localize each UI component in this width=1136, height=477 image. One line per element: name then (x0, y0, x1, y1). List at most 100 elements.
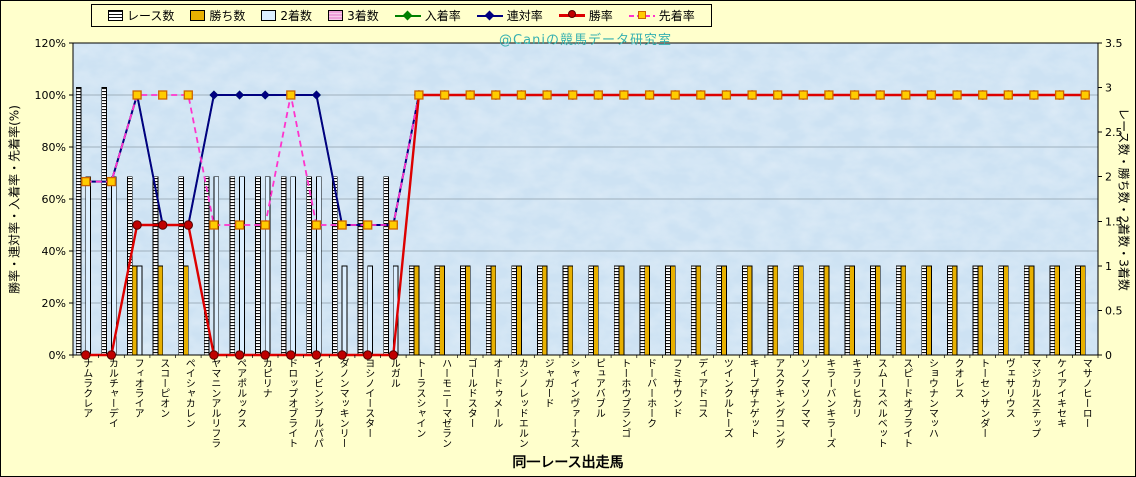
bar-races (998, 265, 1004, 356)
marker-win_rate (260, 350, 270, 360)
legend-label-win-rate: 勝率 (588, 9, 613, 23)
marker-top2_rate (235, 90, 245, 100)
bar-wins (490, 265, 497, 356)
left-tick-label: 0% (49, 349, 66, 362)
legend-item-win-rate: 勝率 (558, 7, 613, 24)
bar-wins (849, 265, 855, 356)
bar-wins (567, 265, 574, 356)
bar-seconds (290, 176, 296, 356)
legend: レース数 勝ち数 2着数 3着数 入着率 連対率 勝率 先着率 (91, 4, 712, 27)
bar-races (972, 265, 979, 356)
watermark: @Caniの競馬データ研究室 (499, 33, 672, 48)
bar-races (460, 265, 466, 356)
marker-win_rate (337, 350, 347, 360)
thirds-bar-swatch-icon (328, 10, 344, 21)
legend-item-ahead-rate: 先着率 (628, 7, 695, 24)
wins-bar-swatch-icon (190, 10, 206, 21)
marker-ahead_rate (1054, 90, 1065, 100)
marker-win_rate (234, 350, 245, 360)
marker-win_rate (158, 220, 168, 230)
marker-ahead_rate (183, 90, 193, 100)
bar-races (921, 265, 927, 356)
right-tick-label: 0 (1105, 349, 1112, 362)
bar-races (152, 176, 159, 356)
bar-wins (439, 265, 445, 356)
bar-races (639, 265, 646, 356)
bar-races (870, 265, 876, 356)
marker-win_rate (209, 350, 219, 360)
bar-races (1049, 265, 1056, 356)
right-axis-title: レース数・勝ち数・2着数・3着数 (1116, 108, 1131, 291)
marker-ahead_rate (542, 90, 552, 100)
right-tick-label: 0.5 (1105, 304, 1123, 317)
legend-item-top2-rate: 連対率 (476, 7, 543, 24)
bar-races (511, 265, 517, 356)
marker-ahead_rate (388, 220, 398, 230)
bar-seconds (315, 176, 322, 356)
legend-label-thirds: 3着数 (347, 9, 379, 23)
marker-ahead_rate (363, 220, 373, 230)
marker-ahead_rate (1080, 90, 1090, 100)
marker-win_rate (81, 350, 91, 360)
marker-ahead_rate (644, 90, 655, 100)
bar-wins (695, 265, 702, 356)
legend-item-thirds: 3着数 (328, 7, 379, 24)
bar-races (75, 87, 82, 356)
bar-seconds (213, 176, 220, 356)
marker-win_rate (311, 350, 322, 360)
left-axis-title: 勝率・連対率・入着率・先着率(%) (7, 105, 22, 294)
marker-ahead_rate (1029, 90, 1039, 100)
bar-wins (670, 265, 676, 356)
bar-races (306, 176, 312, 356)
right-tick-label: 3 (1105, 82, 1112, 95)
bar-seconds (367, 265, 373, 356)
marker-ahead_rate (798, 90, 808, 100)
marker-win_rate (286, 350, 296, 360)
right-tick-label: 1.5 (1105, 215, 1123, 228)
bar-races (434, 265, 441, 356)
marker-ahead_rate (773, 90, 783, 100)
bar-races (690, 265, 697, 356)
x-axis-title: 同一レース出走馬 (512, 455, 624, 471)
bar-wins (823, 265, 830, 356)
races-bar-swatch-icon (108, 10, 123, 21)
bar-wins (516, 265, 522, 356)
bar-seconds (239, 176, 245, 356)
bar-races (383, 176, 389, 356)
marker-ahead_rate (875, 90, 885, 100)
marker-ahead_rate (337, 220, 347, 230)
bar-races (332, 176, 338, 356)
bar-races (793, 265, 799, 356)
marker-win_rate (132, 220, 142, 230)
bar-races (767, 265, 774, 356)
left-tick-label: 60% (42, 193, 66, 206)
bar-races (101, 87, 108, 356)
bar-races (818, 265, 825, 356)
bar-wins (131, 265, 138, 356)
legend-item-races: レース数 (108, 7, 174, 24)
seconds-bar-swatch-icon (261, 10, 277, 21)
bar-seconds (85, 176, 92, 356)
legend-label-races: レース数 (127, 9, 175, 23)
bar-races (408, 265, 415, 356)
bar-races (742, 265, 748, 356)
bar-races (1075, 265, 1081, 356)
marker-ahead_rate (593, 90, 603, 100)
marker-ahead_rate (747, 90, 757, 100)
marker-ahead_rate (106, 176, 117, 187)
marker-win_rate (106, 350, 117, 360)
marker-ahead_rate (491, 90, 501, 100)
bar-wins (951, 265, 958, 356)
bar-wins (413, 265, 420, 356)
bar-wins (875, 265, 881, 356)
bar-wins (593, 265, 599, 356)
bar-wins (798, 265, 804, 356)
marker-ahead_rate (81, 176, 91, 187)
bar-races (485, 265, 492, 356)
marker-ahead_rate (311, 220, 322, 230)
bar-seconds (136, 265, 143, 356)
ahead-rate-line-swatch-icon (628, 10, 655, 21)
marker-ahead_rate (619, 90, 629, 100)
marker-ahead_rate (465, 90, 475, 100)
